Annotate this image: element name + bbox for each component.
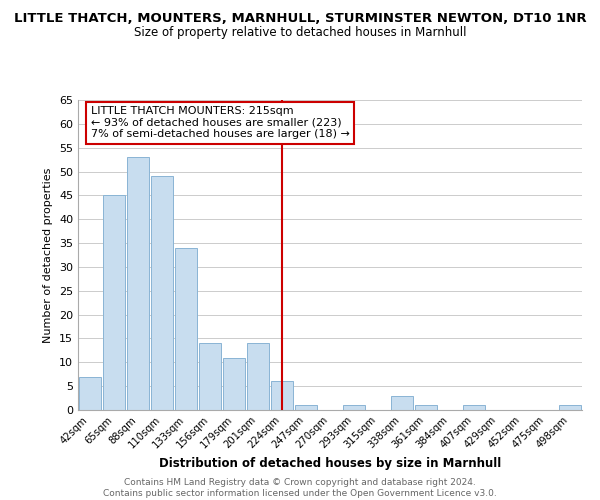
- Bar: [103, 196, 125, 410]
- Text: Size of property relative to detached houses in Marnhull: Size of property relative to detached ho…: [134, 26, 466, 39]
- Bar: [79, 376, 101, 410]
- Bar: [463, 405, 485, 410]
- Bar: [199, 343, 221, 410]
- Bar: [271, 382, 293, 410]
- Bar: [559, 405, 581, 410]
- Bar: [175, 248, 197, 410]
- Text: Contains HM Land Registry data © Crown copyright and database right 2024.
Contai: Contains HM Land Registry data © Crown c…: [103, 478, 497, 498]
- Bar: [247, 343, 269, 410]
- Bar: [151, 176, 173, 410]
- Bar: [295, 405, 317, 410]
- X-axis label: Distribution of detached houses by size in Marnhull: Distribution of detached houses by size …: [159, 458, 501, 470]
- Bar: [391, 396, 413, 410]
- Y-axis label: Number of detached properties: Number of detached properties: [43, 168, 53, 342]
- Bar: [127, 157, 149, 410]
- Bar: [415, 405, 437, 410]
- Bar: [223, 358, 245, 410]
- Text: LITTLE THATCH, MOUNTERS, MARNHULL, STURMINSTER NEWTON, DT10 1NR: LITTLE THATCH, MOUNTERS, MARNHULL, STURM…: [14, 12, 586, 26]
- Text: LITTLE THATCH MOUNTERS: 215sqm
← 93% of detached houses are smaller (223)
7% of : LITTLE THATCH MOUNTERS: 215sqm ← 93% of …: [91, 106, 349, 140]
- Bar: [343, 405, 365, 410]
